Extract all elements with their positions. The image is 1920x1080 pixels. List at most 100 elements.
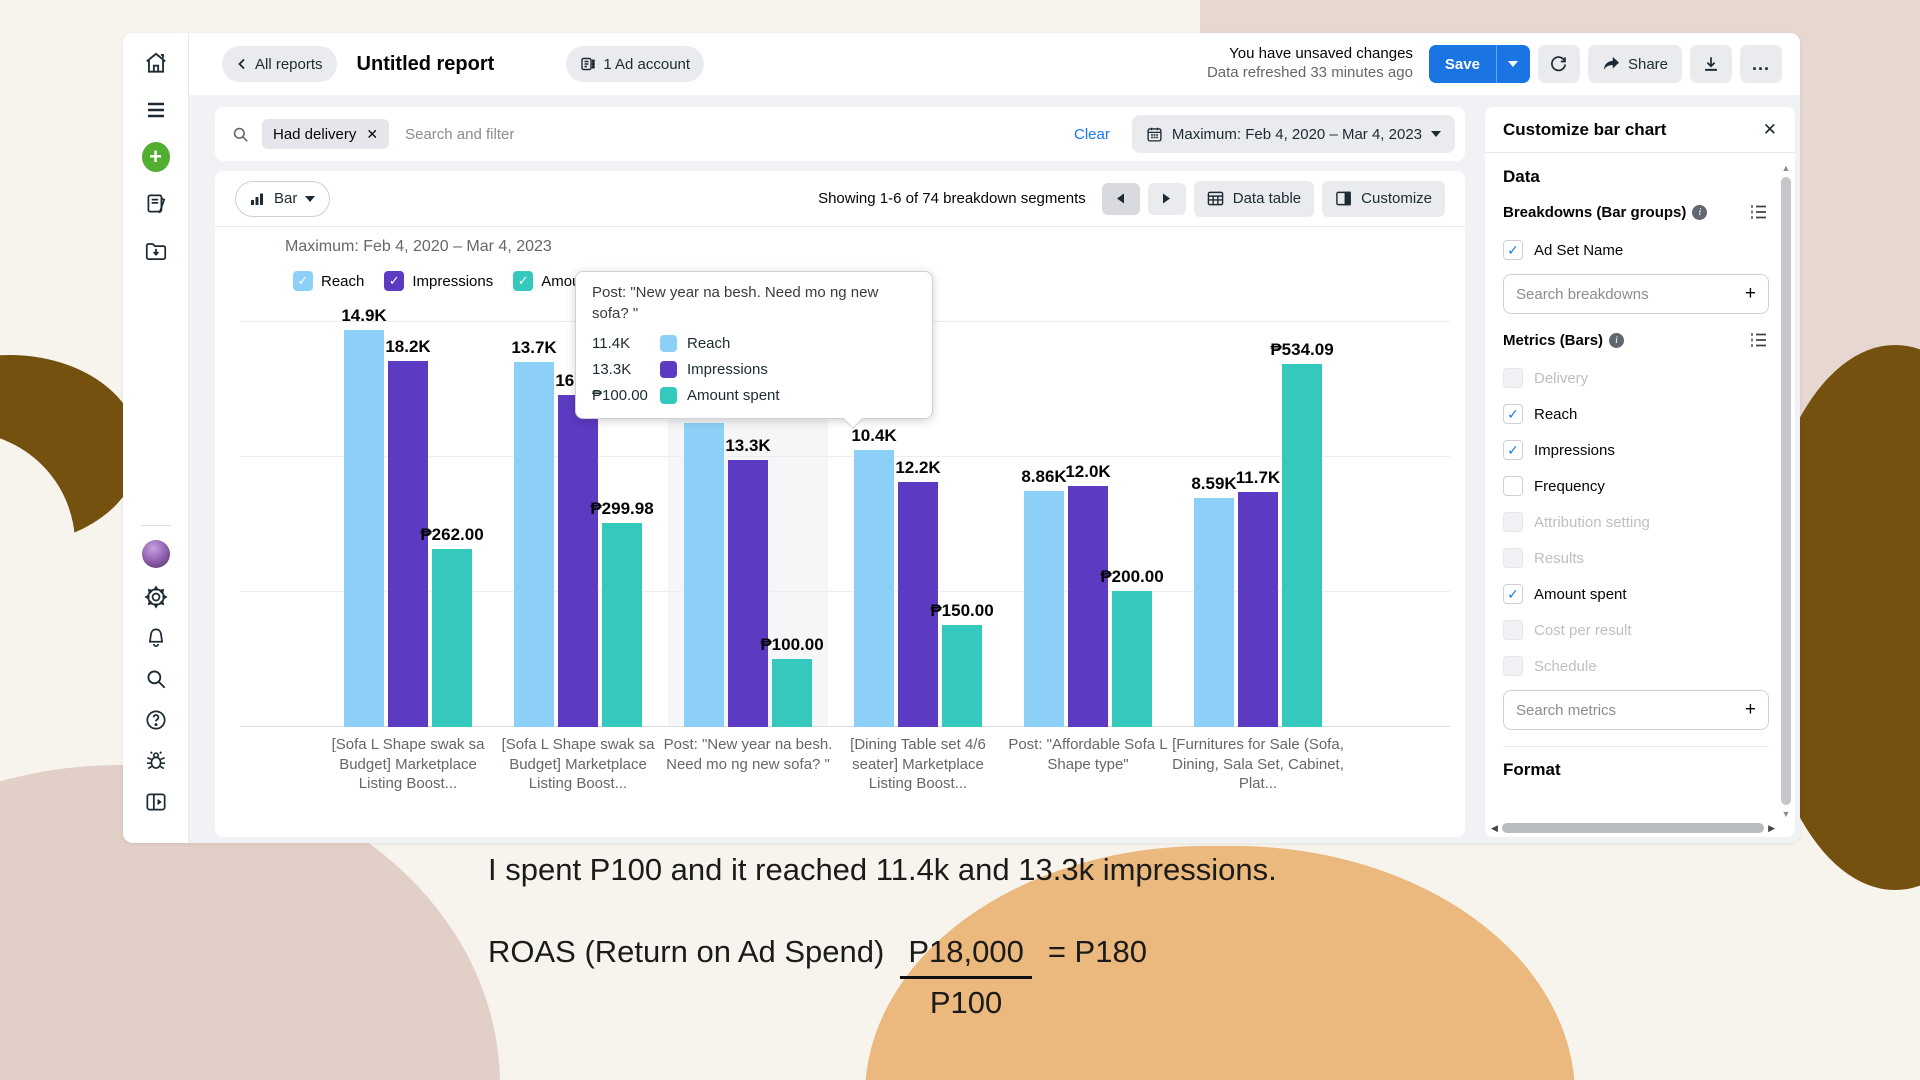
- menu-icon[interactable]: [142, 96, 170, 124]
- customize-label: Customize: [1361, 190, 1432, 207]
- category-label: Post: "Affordable Sofa L Shape type": [1008, 736, 1168, 773]
- search-and-filter-input[interactable]: Search and filter: [405, 125, 515, 143]
- bar-value-label: 8.86K: [1021, 467, 1067, 486]
- help-icon[interactable]: [142, 706, 170, 734]
- checkbox-label: Attribution setting: [1534, 513, 1650, 531]
- info-icon[interactable]: i: [1692, 204, 1708, 220]
- bar-amount-spent-6[interactable]: [1282, 364, 1322, 727]
- metric-attribution-setting: Attribution setting: [1503, 504, 1769, 540]
- add-metric-icon[interactable]: +: [1744, 699, 1756, 720]
- category-label: [Dining Table set 4/6 seater] Marketplac…: [850, 736, 986, 792]
- bar-value-label: ₱299.98: [590, 499, 654, 518]
- tooltip-metric-label: Reach: [687, 334, 731, 352]
- save-dropdown-button[interactable]: [1495, 45, 1530, 83]
- pages-icon[interactable]: [142, 190, 170, 218]
- bar-impressions-3[interactable]: [728, 460, 768, 727]
- legend-checkbox[interactable]: ✓: [513, 271, 534, 291]
- chart-card: Bar Showing 1-6 of 74 breakdown segments: [215, 171, 1465, 837]
- date-range-selector[interactable]: Maximum: Feb 4, 2020 – Mar 4, 2023: [1131, 115, 1455, 153]
- bar-amount-spent-5[interactable]: [1112, 591, 1152, 727]
- avatar[interactable]: [141, 540, 170, 568]
- clear-filters-link[interactable]: Clear: [1074, 125, 1110, 143]
- metric-amount-spent[interactable]: ✓ Amount spent: [1503, 576, 1769, 612]
- breakdown-ad-set-name[interactable]: ✓ Ad Set Name: [1503, 232, 1769, 268]
- metric-impressions[interactable]: ✓ Impressions: [1503, 432, 1769, 468]
- scroll-up-icon[interactable]: ▲: [1781, 163, 1791, 173]
- next-page-button[interactable]: [1147, 182, 1186, 215]
- chart-type-label: Bar: [274, 190, 298, 207]
- search-metrics-input[interactable]: Search metrics +: [1503, 690, 1769, 730]
- download-button[interactable]: [1690, 45, 1732, 83]
- horizontal-scrollbar[interactable]: ◀ ▶: [1491, 822, 1775, 834]
- bar-amount-spent-3[interactable]: [772, 659, 812, 727]
- checkbox[interactable]: ✓: [1503, 404, 1523, 424]
- data-table-button[interactable]: Data table: [1193, 180, 1315, 217]
- legend-checkbox[interactable]: ✓: [384, 271, 405, 291]
- ad-account-button[interactable]: 1 Ad account: [566, 46, 705, 82]
- refresh-button[interactable]: [1537, 45, 1580, 83]
- bar-amount-spent-1[interactable]: [432, 549, 472, 727]
- remove-filter-icon[interactable]: ✕: [366, 125, 379, 142]
- bar-reach-4[interactable]: [854, 450, 894, 727]
- bar-impressions-2[interactable]: [558, 395, 598, 727]
- bar-impressions-5[interactable]: [1068, 486, 1108, 727]
- collapse-panel-icon[interactable]: [142, 788, 170, 816]
- bar-impressions-4[interactable]: [898, 482, 938, 727]
- save-button[interactable]: Save: [1428, 45, 1496, 83]
- legend-item-reach[interactable]: ✓ Reach: [293, 271, 364, 291]
- scroll-down-icon[interactable]: ▼: [1781, 809, 1791, 819]
- bar-amount-spent-2[interactable]: [602, 523, 642, 727]
- checkbox-label: Schedule: [1534, 657, 1597, 675]
- checkbox: [1503, 656, 1523, 676]
- search-sidebar-icon[interactable]: [142, 665, 170, 693]
- legend-label: Reach: [321, 272, 365, 290]
- sidebar-divider: [140, 525, 171, 526]
- close-icon[interactable]: ✕: [1762, 119, 1777, 139]
- bug-report-icon[interactable]: [142, 747, 170, 775]
- more-options-button[interactable]: ...: [1740, 45, 1782, 83]
- legend-checkbox[interactable]: ✓: [293, 271, 313, 291]
- filter-chip-had-delivery[interactable]: Had delivery ✕: [262, 119, 390, 149]
- share-button[interactable]: Share: [1587, 45, 1682, 83]
- legend-item-impressions[interactable]: ✓ Impressions: [384, 271, 493, 291]
- metric-reach[interactable]: ✓ Reach: [1503, 396, 1769, 432]
- checkbox[interactable]: ✓: [1503, 440, 1523, 460]
- bar-reach-1[interactable]: [344, 330, 384, 727]
- reorder-list-icon[interactable]: [1749, 202, 1769, 222]
- checkbox[interactable]: ✓: [1503, 240, 1523, 260]
- add-breakdown-icon[interactable]: +: [1744, 283, 1756, 304]
- customize-button[interactable]: Customize: [1322, 180, 1445, 217]
- bar-amount-spent-4[interactable]: [942, 625, 982, 727]
- bar-impressions-1[interactable]: [388, 361, 428, 727]
- bar-impressions-6[interactable]: [1238, 492, 1278, 727]
- reorder-list-icon[interactable]: [1749, 330, 1769, 350]
- bar-reach-6[interactable]: [1194, 498, 1234, 727]
- chart-type-selector[interactable]: Bar: [235, 180, 331, 217]
- refresh-icon: [1551, 55, 1567, 71]
- bar-reach-3[interactable]: [684, 423, 724, 727]
- notifications-bell-icon[interactable]: [142, 624, 170, 652]
- scroll-left-icon[interactable]: ◀: [1491, 822, 1498, 833]
- checkbox[interactable]: [1503, 476, 1523, 496]
- scrollbar-thumb[interactable]: [1501, 823, 1765, 833]
- roas-denominator: P100: [929, 985, 1003, 1020]
- scroll-right-icon[interactable]: ▶: [1768, 822, 1775, 833]
- folder-download-icon[interactable]: [142, 237, 170, 265]
- checkbox[interactable]: ✓: [1503, 584, 1523, 604]
- settings-gear-icon[interactable]: [142, 583, 170, 611]
- bar-reach-5[interactable]: [1024, 491, 1064, 727]
- info-icon[interactable]: i: [1609, 332, 1625, 348]
- previous-page-button[interactable]: [1101, 182, 1140, 215]
- checkbox-label: Frequency: [1534, 477, 1605, 495]
- create-button[interactable]: +: [141, 142, 170, 172]
- bar-reach-2[interactable]: [514, 362, 554, 727]
- tooltip-swatch: [660, 386, 677, 404]
- metric-frequency[interactable]: Frequency: [1503, 468, 1769, 504]
- vertical-scrollbar[interactable]: ▲ ▼: [1780, 163, 1792, 819]
- scrollbar-thumb[interactable]: [1781, 177, 1791, 805]
- customize-panel-icon: [1336, 191, 1351, 206]
- category-label: [Sofa L Shape swak sa Budget] Marketplac…: [501, 736, 655, 792]
- all-reports-button[interactable]: All reports: [222, 46, 337, 82]
- search-breakdowns-input[interactable]: Search breakdowns +: [1503, 274, 1769, 314]
- home-icon[interactable]: [142, 49, 170, 77]
